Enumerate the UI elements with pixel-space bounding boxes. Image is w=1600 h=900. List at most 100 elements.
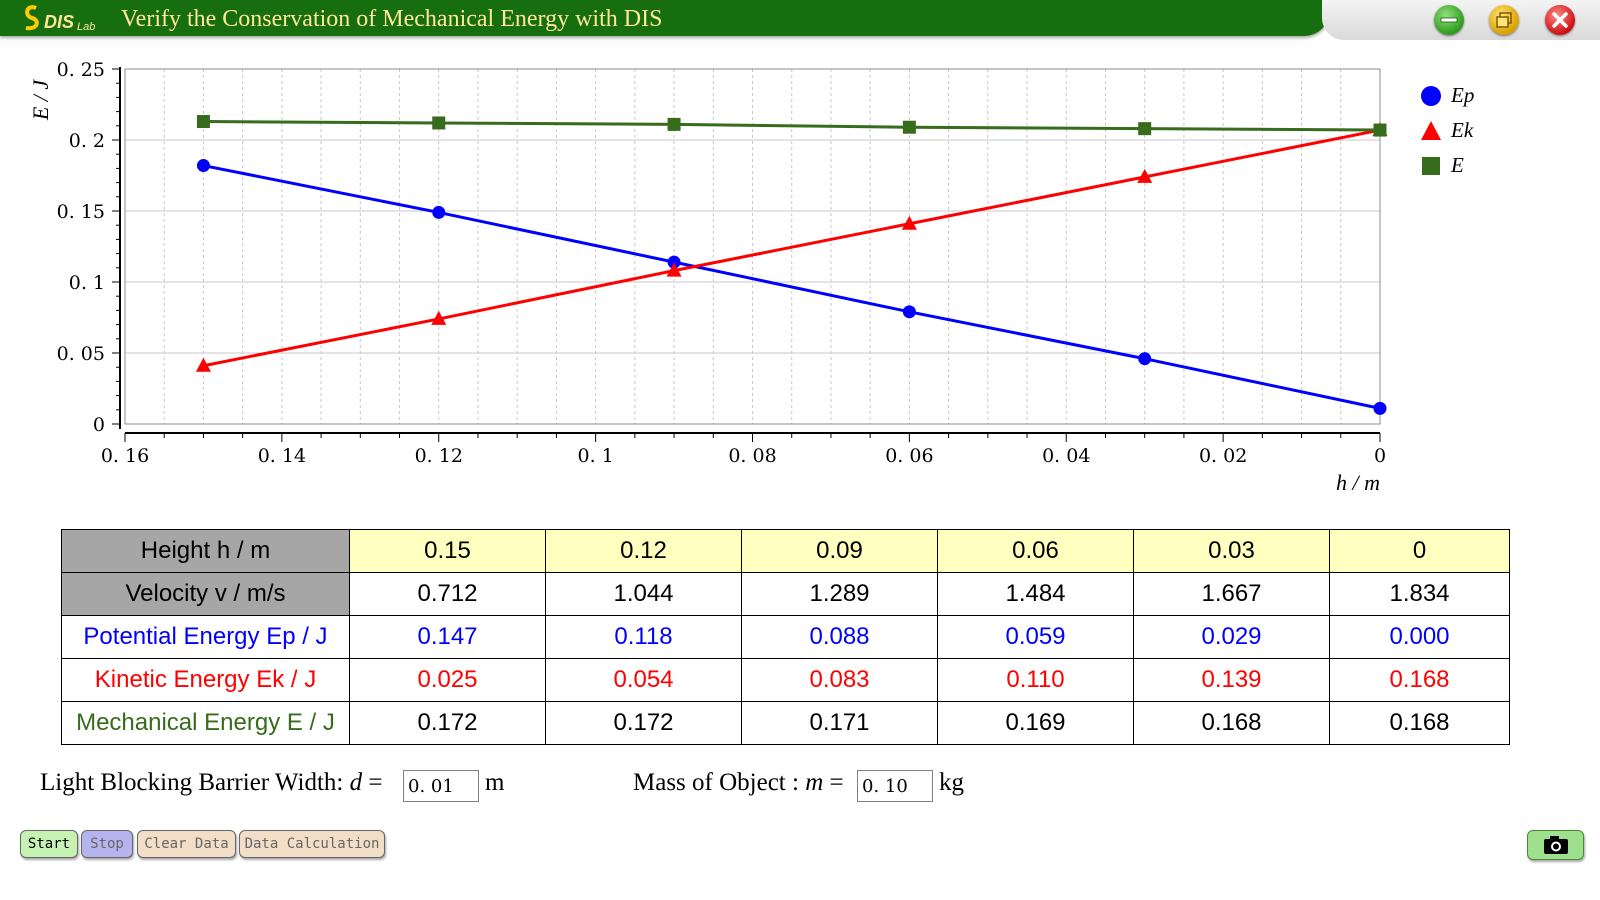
data-point-ep (1138, 352, 1152, 366)
mass-input[interactable] (857, 770, 933, 802)
y-tick-label: 0. 15 (57, 201, 105, 223)
x-tick-label: 0. 08 (728, 445, 776, 467)
mass-label-text: Mass of Object : (633, 769, 799, 796)
kinetic-energy-cell: 0.110 (937, 658, 1134, 702)
legend-label-e: E (1451, 153, 1464, 177)
svg-text:Lab: Lab (77, 21, 95, 33)
legend-label-ek: Ek (1451, 118, 1474, 142)
velocity-cell: 1.484 (937, 572, 1134, 616)
row-label-mechanical-energy: Mechanical Energy E / J (61, 701, 350, 745)
y-tick-label: 0. 1 (69, 272, 105, 294)
series-line-e (203, 120, 1381, 132)
kinetic-energy-cell: 0.083 (741, 658, 938, 702)
velocity-cell: 0.712 (349, 572, 546, 616)
legend-item-ep: Ep (1420, 78, 1474, 113)
start-button[interactable]: Start (20, 830, 78, 858)
restore-button[interactable] (1489, 5, 1519, 35)
barrier-width-symbol: d (349, 769, 363, 796)
mass-unit: kg (939, 769, 964, 796)
chart-grid (124, 68, 1381, 425)
clear-data-button[interactable]: Clear Data (137, 830, 236, 858)
minimize-button[interactable] (1434, 5, 1464, 35)
data-point-ep (196, 159, 210, 173)
data-point-e (1373, 123, 1387, 137)
kinetic-energy-cell: 0.139 (1133, 658, 1330, 702)
velocity-cell: 1.289 (741, 572, 938, 616)
height-cell: 0.15 (349, 529, 546, 573)
camera-icon (1544, 836, 1568, 854)
legend-item-ek: Ek (1420, 113, 1474, 148)
minimize-icon (1440, 17, 1458, 23)
y-tick-label: 0. 25 (57, 60, 105, 81)
barrier-width-input[interactable] (403, 770, 479, 802)
data-point-ep (902, 305, 916, 319)
svg-text:DIS: DIS (44, 12, 74, 32)
row-label-height: Height h / m (61, 529, 350, 573)
potential-energy-cell: 0.029 (1133, 615, 1330, 659)
x-tick-label: 0. 02 (1199, 445, 1247, 467)
table-row-mechanical-energy: Mechanical Energy E / J 0.172 0.172 0.17… (61, 701, 1510, 745)
barrier-width-label: Light Blocking Barrier Width: d = (40, 769, 383, 796)
circle-marker-icon (1421, 85, 1441, 106)
legend-item-e: E (1420, 148, 1474, 183)
data-point-e (667, 117, 681, 131)
x-tick-label: 0. 14 (258, 445, 306, 467)
mechanical-energy-cell: 0.168 (1133, 701, 1330, 745)
row-label-velocity: Velocity v / m/s (61, 572, 350, 616)
data-point-ep (1373, 401, 1387, 415)
x-axis-label: h / m (1336, 470, 1380, 495)
y-tick-label: 0 (93, 414, 105, 436)
data-point-e (1138, 122, 1152, 136)
barrier-width-label-text: Light Blocking Barrier Width: (40, 769, 344, 796)
y-axis-label: E / J (28, 79, 53, 122)
legend-label-ep: Ep (1451, 83, 1475, 107)
y-tick-label: 0. 05 (57, 343, 105, 365)
potential-energy-cell: 0.147 (349, 615, 546, 659)
plot-area-frame (124, 68, 1381, 425)
row-label-kinetic-energy: Kinetic Energy Ek / J (61, 658, 350, 702)
chart-series-lines (203, 120, 1381, 410)
data-point-ep (667, 255, 681, 269)
data-point-ek (1137, 168, 1153, 183)
potential-energy-cell: 0.088 (741, 615, 938, 659)
x-tick-label: 0. 12 (415, 445, 463, 467)
chart-ticks (112, 68, 1381, 442)
chart-tick-labels: 0 0. 05 0. 1 0. 15 0. 2 0. 25 0. 16 0. 14 0. 12 0… (57, 60, 1386, 467)
triangle-marker-icon (1421, 120, 1441, 140)
dislab-logo: DIS Lab (25, 5, 95, 33)
close-button[interactable] (1545, 5, 1575, 35)
height-cell: 0.12 (545, 529, 742, 573)
mechanical-energy-cell: 0.171 (741, 701, 938, 745)
data-point-ek (195, 357, 211, 372)
title-bar-background (0, 0, 1330, 36)
kinetic-energy-cell: 0.025 (349, 658, 546, 702)
data-point-e (196, 115, 210, 129)
data-point-e (902, 120, 916, 134)
y-tick-label: 0. 2 (69, 130, 105, 152)
chart-series-marks (195, 115, 1388, 415)
potential-energy-cell: 0.118 (545, 615, 742, 659)
table-row-kinetic-energy: Kinetic Energy Ek / J 0.025 0.054 0.083 … (61, 658, 1510, 702)
height-cell: 0.03 (1133, 529, 1330, 573)
mass-symbol: m (805, 769, 824, 796)
data-point-ek (431, 310, 447, 325)
stop-button[interactable]: Stop (81, 830, 133, 858)
data-point-ek (666, 262, 682, 277)
title-bar: DIS Lab Verify the Conservation of Mecha… (0, 0, 1600, 40)
data-calculation-button[interactable]: Data Calculation (239, 830, 385, 858)
potential-energy-cell: 0.059 (937, 615, 1134, 659)
table-row-velocity: Velocity v / m/s 0.712 1.044 1.289 1.484… (61, 572, 1510, 616)
app-title: Verify the Conservation of Mechanical En… (121, 6, 663, 32)
potential-energy-cell: 0.000 (1329, 615, 1510, 659)
height-cell: 0 (1329, 529, 1510, 573)
series-line-ek (203, 128, 1381, 368)
square-marker-icon (1422, 156, 1440, 175)
height-cell: 0.06 (937, 529, 1134, 573)
table-row-potential-energy: Potential Energy Ep / J 0.147 0.118 0.08… (61, 615, 1510, 659)
series-line-ep (203, 164, 1381, 410)
screenshot-button[interactable] (1527, 830, 1584, 860)
energy-chart: 0 0. 05 0. 1 0. 15 0. 2 0. 25 0. 16 0. 14 0. 12 0… (28, 60, 1388, 495)
data-point-ep (432, 205, 446, 219)
mechanical-energy-cell: 0.169 (937, 701, 1134, 745)
data-point-e (432, 116, 446, 130)
